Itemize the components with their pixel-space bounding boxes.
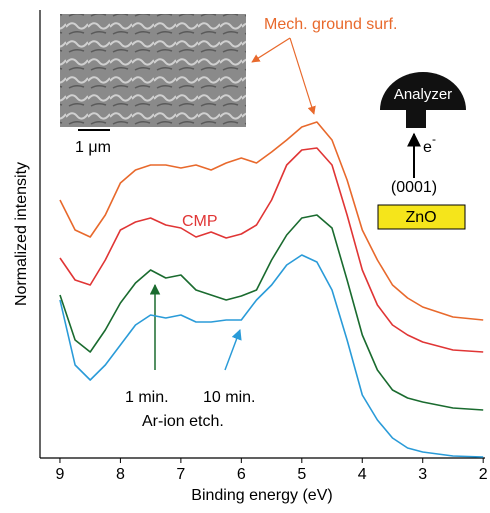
x-tick-label: 2 (479, 466, 488, 483)
x-tick-label: 5 (297, 466, 306, 483)
x-tick-label: 6 (237, 466, 246, 483)
sem-inset (60, 14, 246, 127)
series-label: 1 min. (125, 389, 169, 406)
series-line (59, 121, 484, 321)
series-label: CMP (182, 213, 218, 230)
series-line (59, 254, 484, 458)
face-label: (0001) (391, 179, 437, 196)
x-tick-label: 8 (116, 466, 125, 483)
y-axis-label: Normalized intensity (13, 162, 30, 306)
series-line (59, 147, 484, 353)
annotation-arrow (224, 329, 242, 371)
sample-label: ZnO (405, 209, 436, 226)
series-label: Mech. ground surf. (264, 16, 397, 33)
annotation: Ar-ion etch. (142, 413, 224, 430)
x-tick-label: 9 (55, 466, 64, 483)
electron-label: e (423, 139, 432, 156)
x-axis-label: Binding energy (eV) (191, 487, 332, 504)
scale-label: 1 μm (75, 139, 111, 156)
sample-box (377, 204, 466, 230)
analyzer (380, 72, 466, 110)
analyzer-stem (406, 110, 426, 128)
analyzer-label: Analyzer (394, 86, 452, 103)
x-tick-label: 4 (358, 466, 367, 483)
annotation-arrow (251, 37, 291, 63)
electron-charge: - (432, 132, 436, 146)
series-line (59, 214, 484, 411)
annotation-arrow (289, 37, 316, 115)
series-label: 10 min. (203, 389, 255, 406)
x-tick-label: 7 (176, 466, 185, 483)
x-tick-label: 3 (418, 466, 427, 483)
